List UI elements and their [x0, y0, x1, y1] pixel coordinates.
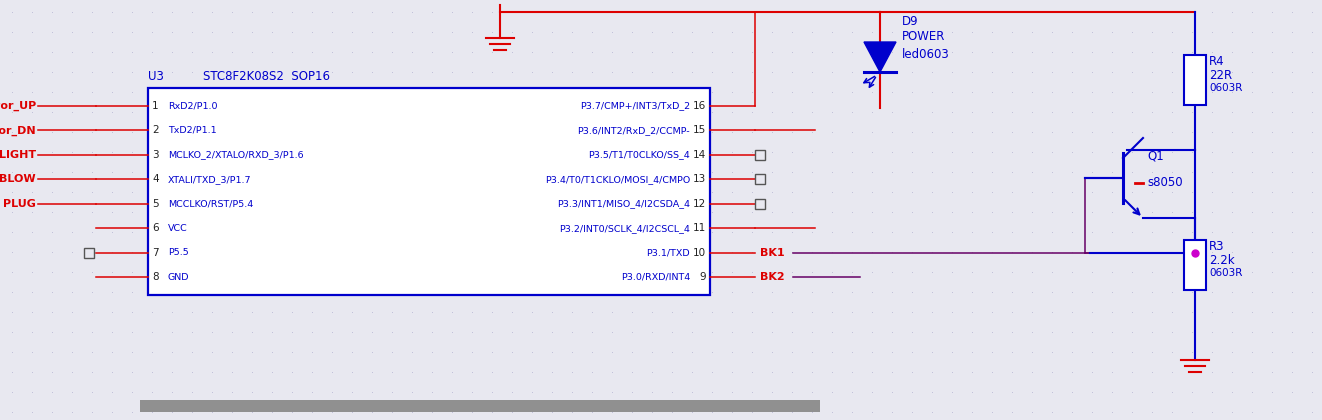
Text: 7: 7 — [152, 247, 159, 257]
Text: P3.4/T0/T1CKLO/MOSI_4/CMPO: P3.4/T0/T1CKLO/MOSI_4/CMPO — [545, 175, 690, 184]
Text: BK2: BK2 — [760, 272, 785, 282]
Text: P3.3/INT1/MISO_4/I2CSDA_4: P3.3/INT1/MISO_4/I2CSDA_4 — [557, 199, 690, 208]
Text: motor_UP: motor_UP — [0, 101, 36, 111]
Text: PLUG: PLUG — [3, 199, 36, 209]
Text: P3.7/CMP+/INT3/TxD_2: P3.7/CMP+/INT3/TxD_2 — [580, 102, 690, 110]
Text: P5.5: P5.5 — [168, 248, 189, 257]
Bar — [148, 88, 710, 295]
Text: 16: 16 — [693, 101, 706, 111]
Text: RxD2/P1.0: RxD2/P1.0 — [168, 102, 218, 110]
Text: 15: 15 — [693, 126, 706, 135]
Bar — [1185, 240, 1206, 290]
Text: D9: D9 — [902, 15, 919, 28]
Text: P3.1/TXD: P3.1/TXD — [646, 248, 690, 257]
Text: XTALI/TXD_3/P1.7: XTALI/TXD_3/P1.7 — [168, 175, 251, 184]
Text: P3.6/INT2/RxD_2/CCMP-: P3.6/INT2/RxD_2/CCMP- — [578, 126, 690, 135]
Bar — [755, 199, 765, 209]
Text: Q1: Q1 — [1147, 150, 1163, 163]
Text: led0603: led0603 — [902, 48, 949, 61]
Text: R3: R3 — [1210, 240, 1224, 253]
Text: 0603R: 0603R — [1210, 268, 1243, 278]
Text: 2.2k: 2.2k — [1210, 254, 1235, 267]
Text: STC8F2K08S2  SOP16: STC8F2K08S2 SOP16 — [204, 70, 330, 83]
Bar — [755, 174, 765, 184]
Text: 6: 6 — [152, 223, 159, 233]
Text: LIGHT: LIGHT — [0, 150, 36, 160]
Text: 5: 5 — [152, 199, 159, 209]
Text: BLOW: BLOW — [0, 174, 36, 184]
Text: 13: 13 — [693, 174, 706, 184]
Text: 1: 1 — [152, 101, 159, 111]
Text: MCLKO_2/XTALO/RXD_3/P1.6: MCLKO_2/XTALO/RXD_3/P1.6 — [168, 150, 304, 159]
Text: 11: 11 — [693, 223, 706, 233]
Text: U3: U3 — [148, 70, 164, 83]
Text: 4: 4 — [152, 174, 159, 184]
Text: P3.5/T1/T0CLKO/SS_4: P3.5/T1/T0CLKO/SS_4 — [588, 150, 690, 159]
Text: GND: GND — [168, 273, 189, 281]
Text: 2: 2 — [152, 126, 159, 135]
Text: BK1: BK1 — [760, 247, 785, 257]
Polygon shape — [865, 42, 896, 72]
Text: 8: 8 — [152, 272, 159, 282]
Text: TxD2/P1.1: TxD2/P1.1 — [168, 126, 217, 135]
Text: P3.0/RXD/INT4: P3.0/RXD/INT4 — [621, 273, 690, 281]
Text: s8050: s8050 — [1147, 176, 1183, 189]
Text: VCC: VCC — [168, 223, 188, 233]
Text: 14: 14 — [693, 150, 706, 160]
Bar — [85, 247, 94, 257]
Text: 22R: 22R — [1210, 69, 1232, 82]
Bar — [1185, 55, 1206, 105]
Text: POWER: POWER — [902, 30, 945, 43]
Text: R4: R4 — [1210, 55, 1224, 68]
Bar — [755, 150, 765, 160]
Text: 10: 10 — [693, 247, 706, 257]
Bar — [140, 400, 820, 412]
Text: 3: 3 — [152, 150, 159, 160]
Text: motor_DN: motor_DN — [0, 125, 36, 136]
Text: P3.2/INT0/SCLK_4/I2CSCL_4: P3.2/INT0/SCLK_4/I2CSCL_4 — [559, 223, 690, 233]
Text: 12: 12 — [693, 199, 706, 209]
Text: 9: 9 — [699, 272, 706, 282]
Text: 0603R: 0603R — [1210, 83, 1243, 93]
Text: MCCLKO/RST/P5.4: MCCLKO/RST/P5.4 — [168, 199, 254, 208]
